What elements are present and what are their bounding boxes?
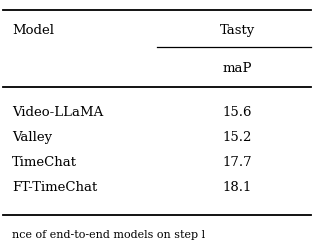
Text: 18.1: 18.1 — [222, 181, 252, 194]
Text: FT-TimeChat: FT-TimeChat — [12, 181, 98, 194]
Text: Valley: Valley — [12, 131, 52, 144]
Text: Tasty: Tasty — [219, 24, 255, 37]
Text: 15.2: 15.2 — [222, 131, 252, 144]
Text: maP: maP — [222, 62, 252, 75]
Text: Model: Model — [12, 24, 54, 37]
Text: Video-LLaMA: Video-LLaMA — [12, 106, 104, 119]
Text: 15.6: 15.6 — [222, 106, 252, 119]
Text: nce of end-to-end models on step l: nce of end-to-end models on step l — [12, 230, 205, 240]
Text: TimeChat: TimeChat — [12, 156, 77, 169]
Text: 17.7: 17.7 — [222, 156, 252, 169]
